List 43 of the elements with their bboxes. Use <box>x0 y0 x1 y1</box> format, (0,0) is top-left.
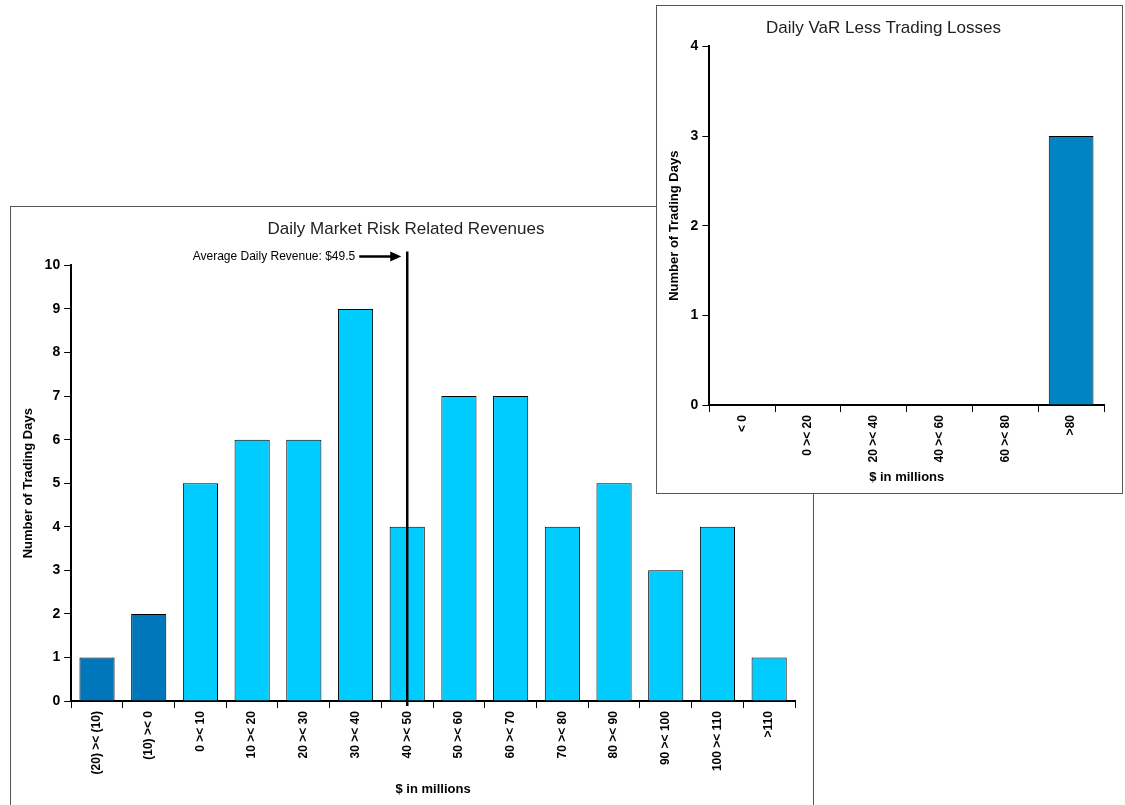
x-tick-label: 20 >< 40 <box>866 414 881 463</box>
x-tick-label: 20 >< 30 <box>296 710 311 759</box>
x-tick-label: 0 >< 10 <box>192 710 207 752</box>
y-tick-label: 2 <box>52 604 61 621</box>
y-axis-title: Number of Trading Days <box>20 408 36 559</box>
y-tick-label: 1 <box>690 306 699 323</box>
x-tick-label: < 0 <box>734 414 749 433</box>
x-axis-title: $ in millions <box>395 780 471 796</box>
x-tick-label: 100 >< 110 <box>709 710 724 772</box>
y-tick-label: 10 <box>44 256 61 273</box>
y-tick-label: 3 <box>690 126 699 143</box>
y-tick-label: 5 <box>52 474 61 491</box>
y-tick-label: 0 <box>52 691 61 708</box>
chart-title: Daily Market Risk Related Revenues <box>267 218 545 238</box>
x-tick-label: (10) >< 0 <box>141 710 156 760</box>
x-tick-label: >80 <box>1063 414 1078 436</box>
y-tick-label: 7 <box>52 386 61 403</box>
y-tick-label: 4 <box>690 37 699 54</box>
x-tick-label: >110 <box>761 710 776 738</box>
x-tick-label: 90 >< 100 <box>658 710 673 766</box>
y-tick-label: 2 <box>690 216 699 233</box>
x-tick-label: 50 >< 60 <box>451 710 466 759</box>
x-tick-label: 10 >< 20 <box>244 710 259 759</box>
x-tick-label: 40 >< 60 <box>931 414 946 463</box>
y-tick-label: 1 <box>52 648 61 665</box>
chart-title: Daily VaR Less Trading Losses <box>766 17 1001 37</box>
y-tick-label: 4 <box>52 517 61 534</box>
x-tick-label: 60 >< 70 <box>502 710 517 759</box>
x-tick-label: (20) >< (10) <box>89 711 104 775</box>
x-tick-label: 70 >< 80 <box>554 710 569 759</box>
y-tick-label: 0 <box>690 395 699 412</box>
x-tick-label: 0 >< 20 <box>800 414 815 456</box>
y-axis-title: Number of Trading Days <box>666 150 682 301</box>
x-tick-label: 60 >< 80 <box>997 414 1012 463</box>
x-tick-label: 80 >< 90 <box>606 710 621 759</box>
x-tick-label: 40 >< 50 <box>399 710 414 759</box>
ref-line-label: Average Daily Revenue: $49.5 <box>192 248 356 263</box>
y-tick-label: 8 <box>52 343 61 360</box>
y-tick-label: 9 <box>52 299 61 316</box>
y-tick-label: 3 <box>52 561 61 578</box>
x-axis-title: $ in millions <box>869 468 945 484</box>
x-tick-label: 30 >< 40 <box>347 710 362 759</box>
y-tick-label: 6 <box>52 430 61 447</box>
